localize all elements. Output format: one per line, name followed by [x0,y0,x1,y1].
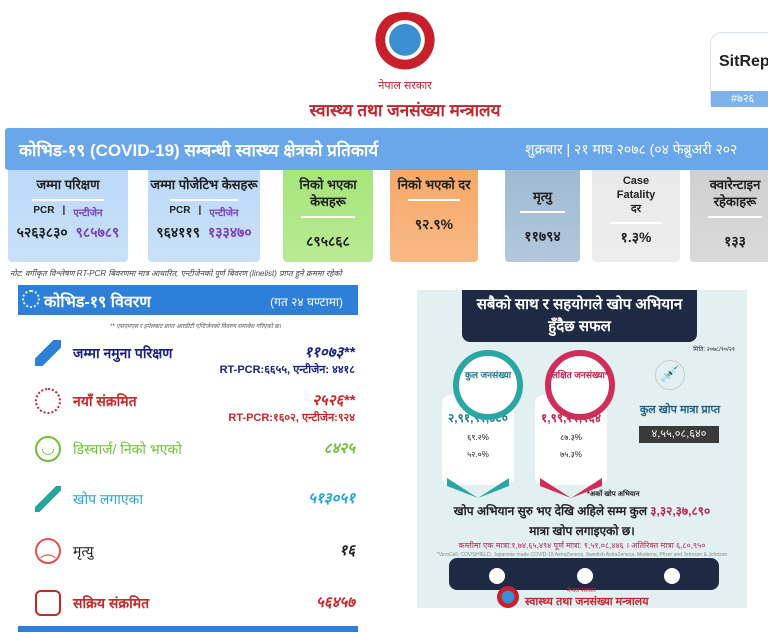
summary-footer-bar [18,626,358,632]
card-title: निको भएको दर [397,177,471,192]
target-pop-pct1: ८७.३% [560,433,582,442]
card-value: ८९५८६८ [306,233,350,249]
row-value: ५६४५७ [315,594,355,611]
vaccine-vial-icon: 💉 [655,360,685,390]
distance-icon [577,568,593,584]
dose-breakdown: कम्तीमा एक मात्रा:१,७४,६५,४९४ पूर्ण मात्… [458,541,706,550]
row-value: २५२६** [312,392,355,409]
campaign-total: ३,३२,३७,८९० [650,504,711,518]
card-sub-antigen: एन्टीजेन [73,208,103,219]
row-label: सक्रिय संक्रमित [73,595,150,611]
card-title: जम्मा परिक्षण [36,177,100,192]
summary-footnote: ** एसएमएस र इमेलबाट प्राप्त आरडीटी एन्टि… [110,324,281,330]
target-pop-pct2: ७५.३% [560,450,582,459]
row-value: ८४२५ [323,440,355,457]
card-recovered: निको भएका केसहरू ८९५८६८ [283,170,373,262]
precaution-bar [449,558,719,590]
row-label: जम्मा नमुना परिक्षण [73,345,173,361]
mask-person-icon [489,568,505,584]
doses-label: कुल खोप मात्रा प्राप्त [639,404,721,416]
row-breakdown: RT-PCR:१६०२, एन्टीजेन:९२४ [228,412,355,424]
card-title: मृत्यु [532,189,553,204]
card-deaths: मृत्यु ११७९४ [505,170,580,262]
doses-value: ४,५५,०८,६४० [639,426,719,443]
card-sub-pcr: PCR [169,205,191,216]
card-value: १३३ [724,233,746,249]
infographic-title: सबैको साथ र सहयोगले खोप अभियान हुँदैछ सफ… [462,290,697,342]
row-value: १६ [339,542,355,559]
card-title: जम्मा पोजेटिभ केसहरू [150,177,258,192]
campaign-statement-2: मात्रा खोप लगाइएको छ। [529,524,635,538]
smiley-icon: ◡ [35,436,61,462]
total-pop-circle: कुल जनसंख्या [453,350,523,420]
card-title: Case Fatality दर [616,175,656,215]
card-sub-pcr: PCR [33,205,55,216]
row-breakdown: RT-PCR:६६५५, एन्टीजेन: ४४१८ [219,364,355,376]
card-value-pcr: ९६४११९ [156,224,200,240]
card-recovery-rate: निको भएको दर ९२.९% [390,170,478,262]
footer-ministry: स्वास्थ्य तथा जनसंख्या मन्त्रालय [525,596,649,608]
gov-label: नेपाल सरकार [378,80,432,92]
card-value: ११७९४ [524,228,561,244]
infographic-date: मिति: २०७८/१०/२१ [693,347,735,353]
card-value-antigen: ९८५७८९ [75,224,120,240]
campaign-text: खोप अभियान सुरु भए देखि अहिले सम्म कुल [453,504,647,518]
target-pop-circle: लक्षित जनसंख्या* [545,350,615,420]
card-value: १.३% [620,229,652,245]
card-value-antigen: १३३४७० [208,224,252,240]
virus-icon [22,290,40,308]
sad-face-icon: ︵ [35,538,61,564]
sitrep-badge: SitRep #७२६ [710,32,768,107]
row-value: ११०७३** [304,344,355,361]
card-total-positive: जम्मा पोजेटिभ केसहरू PCR | एन्टीजेन ९६४११९… [148,170,260,262]
vaccine-list: *VeroCell, COVISHIELD, Japanese made COV… [436,552,728,558]
card-quarantine: क्वारेन्टाइन रहेकाहरू १३३ [690,170,768,262]
vaccination-infographic: सबैको साथ र सहयोगले खोप अभियान हुँदैछ सफ… [417,290,747,608]
card-value-pcr: ५२६३८३० [16,224,68,240]
syringe-icon [35,486,61,512]
card-total-tests: जम्मा परिक्षण PCR | एन्टीजेन ५२६३८३० ९८५७८९ [8,170,128,262]
virus-cluster-icon [35,388,61,414]
banner-date: शुक्रबार | २१ माघ २०७८ (०४ फेब्रुअरी २०२ [525,141,738,157]
row-label: खोप लगाएका [73,491,144,507]
ministry-emblem-small [497,586,519,608]
summary-period: (गत २४ घण्टामा) [270,295,343,309]
summary-title: कोभिड-१९ विवरण [44,294,151,311]
card-title: निको भएका केसहरू [299,177,357,209]
row-label: डिस्चार्ज/ निको भएको [73,441,182,457]
row-value: ५१३०५१ [308,490,355,507]
ministry-title: स्वास्थ्य तथा जनसंख्या मन्त्रालय [309,101,501,120]
target-footnote: *अर्को खोप अभियान [587,491,640,498]
footer-gov: नेपाल सरकार [567,588,597,594]
card-cfr: Case Fatality दर १.३% [592,170,680,262]
nepal-emblem-logo [370,12,440,74]
title-banner: कोभिड-१९ (COVID-19) सम्बन्धी स्वास्थ्य क… [5,128,768,170]
card-sub-antigen: एन्टीजेन [209,208,239,219]
row-label: नयाँ संक्रमित [73,393,137,409]
campaign-statement: खोप अभियान सुरु भए देखि अहिले सम्म कुल ३… [417,502,747,519]
thermometer-icon [35,590,61,616]
total-pop-pct1: ६९.२% [467,433,489,442]
card-title: क्वारेन्टाइन रहेकाहरू [709,177,761,209]
handwash-icon [664,568,680,584]
total-pop-pct2: ५२.०% [467,450,489,459]
summary-header: कोभिड-१९ विवरण (गत २४ घण्टामा) [18,285,358,315]
sitrep-label: SitRep [719,53,768,70]
row-label: मृत्यु [73,543,94,559]
sitrep-number: #७२६ [711,91,768,107]
card-value: ९२.९% [414,216,454,232]
note-text: नोट: वर्गीकृत विश्लेषण RT-PCR बिवरणमा मा… [10,269,342,278]
test-tube-icon [35,340,61,366]
banner-title: कोभिड-१९ (COVID-19) सम्बन्धी स्वास्थ्य क… [19,141,379,160]
